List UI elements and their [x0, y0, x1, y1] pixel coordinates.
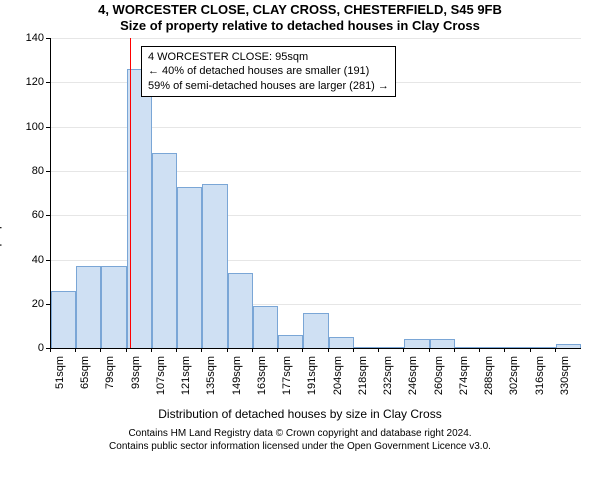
bar [278, 335, 303, 348]
y-tick-label: 140 [26, 32, 44, 44]
plot-area: 4 WORCESTER CLOSE: 95sqm← 40% of detache… [0, 38, 600, 403]
x-tick-label: 218sqm [357, 356, 369, 400]
y-tick-label: 80 [32, 165, 44, 177]
bar [202, 184, 227, 348]
footer: Contains HM Land Registry data © Crown c… [0, 427, 600, 453]
x-tick [479, 348, 480, 352]
x-tick [403, 348, 404, 352]
x-tick-label: 232sqm [382, 356, 394, 400]
y-tick-label: 20 [32, 298, 44, 310]
x-tick-label: 93sqm [130, 356, 142, 400]
y-tick-label: 0 [38, 342, 44, 354]
x-tick [227, 348, 228, 352]
y-tick [46, 38, 50, 39]
x-tick [530, 348, 531, 352]
title-line-2: Size of property relative to detached ho… [0, 18, 600, 34]
annotation-line: 4 WORCESTER CLOSE: 95sqm [148, 50, 389, 64]
x-tick [176, 348, 177, 352]
x-tick-label: 191sqm [306, 356, 318, 400]
x-tick [328, 348, 329, 352]
y-tick [46, 215, 50, 216]
footer-line-2: Contains public sector information licen… [0, 440, 600, 453]
bar [455, 347, 480, 348]
bar [101, 266, 126, 348]
bar [379, 347, 404, 348]
x-tick-label: 121sqm [180, 356, 192, 400]
footer-line-1: Contains HM Land Registry data © Crown c… [0, 427, 600, 440]
x-tick [378, 348, 379, 352]
y-tick [46, 304, 50, 305]
y-tick-label: 120 [26, 76, 44, 88]
bar [531, 347, 556, 348]
x-tick-label: 246sqm [407, 356, 419, 400]
x-tick [252, 348, 253, 352]
x-tick [454, 348, 455, 352]
x-tick [50, 348, 51, 352]
annotation-line: ← 40% of detached houses are smaller (19… [148, 64, 389, 78]
y-tick-label: 40 [32, 254, 44, 266]
x-tick-label: 288sqm [483, 356, 495, 400]
bar [76, 266, 101, 348]
x-axis-label: Distribution of detached houses by size … [0, 407, 600, 421]
x-tick-label: 204sqm [332, 356, 344, 400]
y-tick-label: 100 [26, 121, 44, 133]
x-tick-label: 260sqm [433, 356, 445, 400]
x-tick [100, 348, 101, 352]
reference-line [130, 38, 131, 348]
bar [556, 344, 581, 348]
x-tick-label: 302sqm [508, 356, 520, 400]
bar [177, 187, 202, 349]
bar [505, 347, 530, 348]
x-tick-label: 177sqm [281, 356, 293, 400]
chart-container: 4, WORCESTER CLOSE, CLAY CROSS, CHESTERF… [0, 0, 600, 500]
x-tick [504, 348, 505, 352]
x-tick-label: 163sqm [256, 356, 268, 400]
bar [329, 337, 354, 348]
y-tick [46, 171, 50, 172]
bar [354, 347, 379, 348]
x-tick-label: 135sqm [205, 356, 217, 400]
x-tick [75, 348, 76, 352]
bar [303, 313, 328, 348]
bar [152, 153, 177, 348]
y-axis-label: Number of detached properties [0, 193, 2, 358]
bar [51, 291, 76, 349]
x-tick [302, 348, 303, 352]
x-tick-label: 274sqm [458, 356, 470, 400]
bar [253, 306, 278, 348]
x-tick-label: 149sqm [231, 356, 243, 400]
annotation-box: 4 WORCESTER CLOSE: 95sqm← 40% of detache… [141, 46, 396, 97]
x-tick-label: 79sqm [104, 356, 116, 400]
plot-inner: 4 WORCESTER CLOSE: 95sqm← 40% of detache… [50, 38, 581, 349]
x-tick [555, 348, 556, 352]
x-tick-label: 51sqm [54, 356, 66, 400]
y-tick [46, 82, 50, 83]
bar [404, 339, 429, 348]
x-tick [151, 348, 152, 352]
x-tick [126, 348, 127, 352]
y-tick [46, 260, 50, 261]
x-tick [277, 348, 278, 352]
x-tick-label: 65sqm [79, 356, 91, 400]
x-tick [353, 348, 354, 352]
annotation-line: 59% of semi-detached houses are larger (… [148, 79, 389, 93]
bar [228, 273, 253, 348]
x-tick-label: 316sqm [534, 356, 546, 400]
x-tick-label: 107sqm [155, 356, 167, 400]
x-tick [201, 348, 202, 352]
y-tick [46, 127, 50, 128]
x-tick [429, 348, 430, 352]
bar [430, 339, 455, 348]
title-line-1: 4, WORCESTER CLOSE, CLAY CROSS, CHESTERF… [0, 0, 600, 18]
y-tick-label: 60 [32, 209, 44, 221]
bar [480, 347, 505, 348]
x-tick-label: 330sqm [559, 356, 571, 400]
